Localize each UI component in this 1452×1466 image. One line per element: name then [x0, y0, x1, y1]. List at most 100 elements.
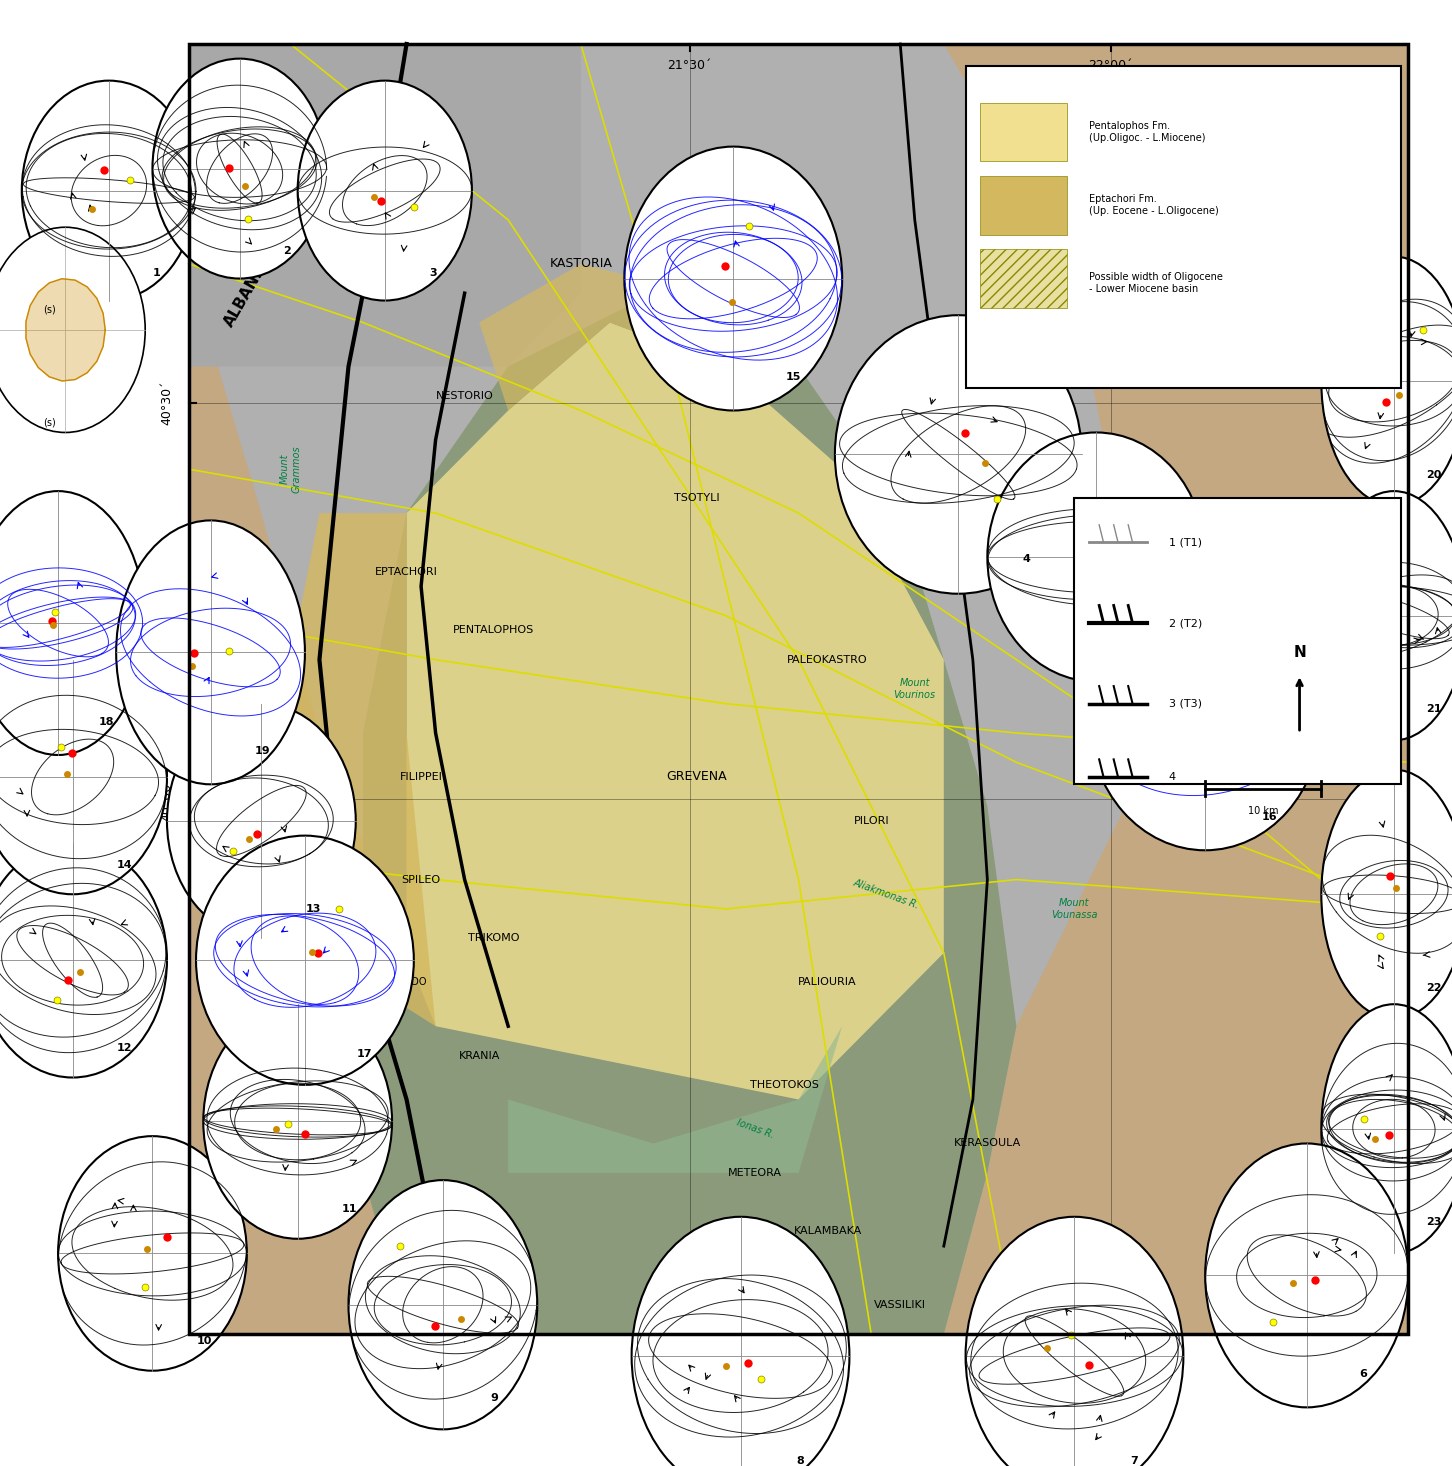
Ellipse shape [167, 704, 356, 938]
Ellipse shape [348, 1180, 537, 1429]
Ellipse shape [987, 432, 1205, 682]
Text: Mount
Koziakas: Mount Koziakas [661, 1294, 704, 1315]
Text: 17: 17 [357, 1048, 373, 1058]
Ellipse shape [0, 843, 167, 1078]
Text: 13: 13 [305, 905, 321, 913]
Bar [189, 44, 1408, 1334]
Text: SPILEO: SPILEO [402, 875, 440, 884]
Ellipse shape [152, 59, 327, 279]
Bar [189, 44, 1408, 1334]
Polygon shape [508, 1026, 842, 1173]
Text: KALAMBAKA: KALAMBAKA [793, 1227, 862, 1236]
Bar [980, 249, 1067, 308]
Text: FILIPPEI: FILIPPEI [399, 773, 443, 781]
Ellipse shape [1321, 257, 1452, 506]
Text: 2 (T2): 2 (T2) [1169, 619, 1202, 627]
Text: Aliakmonas R.: Aliakmonas R. [851, 878, 921, 910]
Text: (s): (s) [44, 305, 55, 314]
Text: 4: 4 [1022, 554, 1029, 564]
Ellipse shape [966, 1217, 1183, 1466]
Ellipse shape [632, 1217, 849, 1466]
Bar [980, 176, 1067, 235]
Text: NESTORIO: NESTORIO [436, 391, 494, 400]
Text: Ionas R.: Ionas R. [735, 1117, 775, 1141]
Text: 14: 14 [116, 861, 132, 869]
Ellipse shape [624, 147, 842, 410]
Text: 6: 6 [1359, 1369, 1366, 1380]
Ellipse shape [0, 660, 167, 894]
Text: Mount
Vounassa: Mount Vounassa [1051, 899, 1098, 919]
FancyBboxPatch shape [1074, 498, 1401, 784]
Text: 21°30´: 21°30´ [668, 60, 711, 72]
Text: 11: 11 [341, 1205, 357, 1214]
Text: 22: 22 [1426, 982, 1442, 992]
Text: PALEOKASTRO: PALEOKASTRO [787, 655, 868, 664]
Text: 21: 21 [1426, 704, 1442, 714]
Text: KERASOULA: KERASOULA [954, 1139, 1021, 1148]
Polygon shape [26, 279, 105, 381]
Text: Eptachori Fm.
(Up. Eocene - L.Oligocene): Eptachori Fm. (Up. Eocene - L.Oligocene) [1089, 195, 1218, 216]
Text: 16: 16 [1262, 812, 1276, 822]
Text: PALIOURIA: PALIOURIA [799, 978, 857, 987]
Bar [980, 103, 1067, 161]
Text: MIKROLIVADO: MIKROLIVADO [357, 978, 427, 987]
Ellipse shape [0, 227, 145, 432]
Polygon shape [407, 323, 944, 1100]
Polygon shape [363, 293, 1016, 1334]
Ellipse shape [1089, 586, 1321, 850]
Text: 3 (T3): 3 (T3) [1169, 699, 1202, 708]
Text: 40°00´: 40°00´ [161, 777, 173, 821]
Text: 2: 2 [283, 246, 292, 257]
Text: 15: 15 [786, 372, 802, 383]
Polygon shape [290, 513, 436, 1026]
Text: Pentalophos Fm.
(Up.Oligoc. - L.Miocene): Pentalophos Fm. (Up.Oligoc. - L.Miocene) [1089, 122, 1205, 142]
Text: Possible width of Oligocene
- Lower Miocene basin: Possible width of Oligocene - Lower Mioc… [1089, 273, 1223, 293]
Text: 19: 19 [254, 746, 270, 756]
Text: VASSILIKI: VASSILIKI [874, 1300, 926, 1309]
Text: TSOTYLI: TSOTYLI [674, 494, 720, 503]
Text: Mount
Vourinos: Mount Vourinos [893, 679, 937, 699]
Polygon shape [189, 44, 436, 1334]
Text: KASTORIA: KASTORIA [549, 258, 613, 270]
Text: 23: 23 [1426, 1217, 1442, 1227]
Text: NEA ZCI: NEA ZCI [1040, 1227, 1080, 1236]
Ellipse shape [203, 1004, 392, 1239]
Text: 18: 18 [99, 717, 113, 727]
Polygon shape [189, 44, 581, 366]
Ellipse shape [1321, 770, 1452, 1019]
Text: METEORA: METEORA [727, 1168, 783, 1177]
Ellipse shape [196, 836, 414, 1085]
Text: THEOTOKOS: THEOTOKOS [749, 1080, 819, 1089]
Ellipse shape [835, 315, 1082, 594]
Ellipse shape [58, 1136, 247, 1371]
Polygon shape [944, 44, 1408, 1334]
Text: KRANIA: KRANIA [459, 1051, 499, 1060]
Text: 4: 4 [1169, 773, 1176, 781]
Text: 3: 3 [428, 268, 437, 279]
Text: ALBANIA: ALBANIA [222, 257, 272, 330]
Text: Pineios R.: Pineios R. [717, 1256, 764, 1265]
Text: 5: 5 [1153, 645, 1160, 655]
Text: EPTACHORI: EPTACHORI [375, 567, 439, 576]
Ellipse shape [1321, 1004, 1452, 1253]
Text: 22°00´: 22°00´ [1089, 60, 1133, 72]
Ellipse shape [22, 81, 196, 301]
FancyBboxPatch shape [966, 66, 1401, 388]
Text: 8: 8 [797, 1456, 804, 1466]
Text: 10: 10 [196, 1337, 212, 1346]
Text: 9: 9 [491, 1393, 498, 1403]
Text: PENTALOPHOS: PENTALOPHOS [453, 626, 534, 635]
Text: PILORI: PILORI [854, 817, 889, 825]
Ellipse shape [0, 491, 145, 755]
Text: (s): (s) [44, 418, 55, 427]
Text: Mount
Grammos: Mount Grammos [280, 446, 301, 493]
Text: 12: 12 [116, 1044, 132, 1053]
Text: 10 km: 10 km [1247, 806, 1279, 815]
Text: N: N [1294, 645, 1305, 660]
Text: 40°30´: 40°30´ [161, 381, 173, 425]
Ellipse shape [298, 81, 472, 301]
Text: 7: 7 [1131, 1456, 1138, 1466]
Text: 20: 20 [1426, 469, 1442, 479]
Ellipse shape [1321, 491, 1452, 740]
Text: GREVENA: GREVENA [666, 771, 727, 783]
